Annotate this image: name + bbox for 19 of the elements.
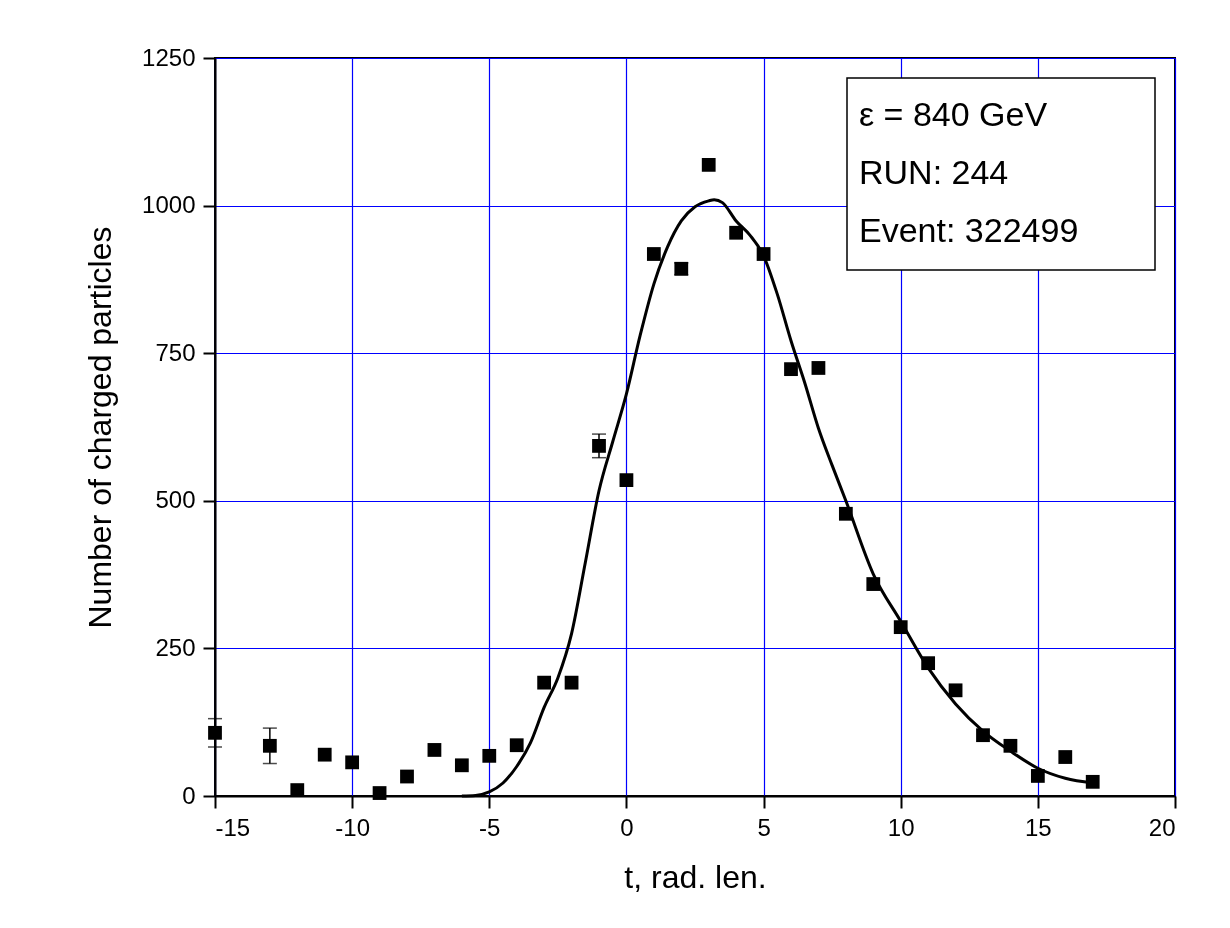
y-tick-label: 500	[155, 486, 196, 514]
y-tick-label: 1000	[142, 191, 196, 219]
y-tick-label: 1250	[142, 43, 196, 71]
x-tick-label: -15	[215, 813, 251, 841]
y-axis-title: Number of charged particles	[82, 226, 119, 629]
y-tick-label: 0	[182, 781, 196, 809]
x-tick-label: 15	[1025, 813, 1052, 841]
y-tick-label: 250	[155, 633, 196, 661]
annotation: RUN: 244	[859, 153, 1009, 191]
x-axis-title: t, rad. len.	[624, 858, 767, 895]
annotation: Event: 322499	[859, 211, 1079, 249]
x-tick-label: -10	[335, 813, 370, 841]
y-tick-label: 750	[155, 338, 196, 366]
x-tick-label: -5	[479, 813, 501, 841]
annotation: ε = 840 GeV	[859, 95, 1048, 133]
x-tick-label: 0	[620, 813, 634, 841]
x-tick-label: 20	[1148, 813, 1176, 841]
x-tick-label: 5	[757, 813, 771, 841]
x-tick-label: 10	[887, 813, 915, 841]
